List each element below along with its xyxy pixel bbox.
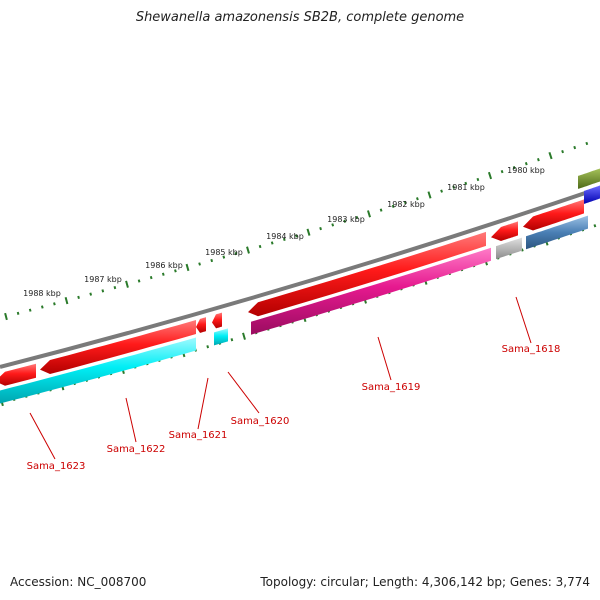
outer-tick [270, 241, 274, 245]
inner-tick [593, 224, 597, 228]
outer-tick [500, 169, 504, 174]
gene-label: Sama_1621 [169, 430, 228, 441]
gene-label: Sama_1618 [502, 344, 561, 355]
outer-tick [464, 181, 468, 186]
gene-forward [491, 221, 518, 241]
outer-tick [185, 263, 190, 272]
outer-tick [476, 177, 480, 182]
outer-tick [355, 215, 359, 220]
outer-tick [548, 152, 553, 160]
outer-tick [416, 197, 419, 201]
inner-tick [520, 248, 524, 252]
kbp-label: 1982 kbp [387, 200, 425, 209]
kbp-label: 1988 kbp [23, 289, 61, 298]
outer-tick [306, 228, 311, 236]
outer-tick [89, 292, 93, 296]
outer-tick [4, 312, 8, 321]
outer-tick [113, 285, 117, 290]
outer-tick [77, 295, 80, 300]
outer-scale-ticks [4, 141, 589, 321]
outer-tick [427, 191, 432, 199]
outer-tick [391, 204, 395, 208]
outer-tick [452, 185, 456, 189]
gene-forward [523, 199, 584, 231]
outer-tick [367, 210, 371, 218]
gene-label: Sama_1623 [27, 461, 86, 472]
outer-tick [198, 262, 201, 266]
outer-tick [149, 275, 153, 280]
gene-features [0, 168, 600, 404]
gene-label-leader [515, 296, 532, 344]
genome-backbone [0, 186, 600, 369]
gene-reverse-steelblue [526, 215, 588, 250]
outer-tick [210, 258, 214, 263]
kbp-label: 1984 kbp [266, 232, 304, 241]
outer-tick [487, 171, 493, 180]
outer-tick [234, 251, 238, 256]
topology-text: Topology: circular; Length: 4,306,142 bp… [260, 575, 590, 589]
kbp-label: 1985 kbp [205, 248, 243, 257]
outer-tick [64, 296, 69, 305]
outer-tick [343, 219, 347, 223]
gene-label-leaders [29, 296, 532, 460]
kbp-label: 1987 kbp [84, 275, 122, 284]
map-title: Shewanella amazonensis SB2B, complete ge… [135, 10, 465, 25]
gene-forward [196, 317, 206, 333]
outer-tick [403, 200, 407, 205]
inner-tick [242, 332, 246, 340]
gene-label: Sama_1622 [107, 444, 166, 455]
outer-tick [246, 246, 250, 254]
kbp-label: 1981 kbp [447, 183, 485, 192]
gene-label: Sama_1619 [362, 382, 421, 393]
gene-forward [248, 231, 486, 317]
gene-pseudo-gray [496, 237, 522, 260]
gene-blue [584, 185, 600, 204]
outer-tick [319, 226, 322, 231]
gene-label: Sama_1620 [231, 416, 290, 427]
gene-label-leader [125, 397, 137, 443]
gene-forward [212, 312, 222, 329]
accession-text: Accession: NC_008700 [10, 575, 147, 589]
outer-tick [585, 141, 589, 146]
gene-reverse-cyan [214, 328, 228, 346]
kbp-label: 1986 kbp [145, 261, 183, 270]
outer-tick [282, 237, 286, 242]
outer-tick [561, 149, 564, 154]
gene-label-leader [377, 336, 392, 381]
outer-tick [331, 223, 335, 227]
outer-tick [295, 234, 298, 238]
inner-tick [206, 345, 210, 349]
outer-tick [258, 244, 262, 249]
outer-tick [16, 311, 20, 315]
outer-tick [161, 272, 165, 276]
gene-reverse-magenta [251, 247, 491, 335]
gene-forward [40, 320, 196, 374]
gene-label-leader [227, 371, 260, 414]
gene-label-leader [29, 412, 56, 460]
outer-tick [379, 208, 383, 212]
outer-tick [28, 308, 32, 312]
outer-tick [125, 280, 129, 288]
outer-tick [174, 269, 177, 273]
gene-label-leader [197, 377, 209, 430]
gene-reverse-cyan [0, 337, 196, 404]
gene-labels: Sama_1618Sama_1619Sama_1620Sama_1621Sama… [27, 344, 561, 472]
outer-tick [440, 189, 443, 193]
outer-tick [537, 158, 540, 162]
outer-tick [222, 255, 226, 259]
outer-tick [524, 162, 528, 166]
outer-tick [573, 145, 577, 150]
gene-olive [578, 168, 600, 189]
outer-tick [53, 302, 56, 306]
gene-forward [0, 363, 36, 386]
inner-tick [230, 338, 234, 342]
outer-tick [512, 166, 516, 170]
outer-tick [40, 305, 44, 309]
kbp-label: 1983 kbp [327, 215, 365, 224]
kbp-scale-labels: 1980 kbp 1981 kbp 1982 kbp 1983 kbp 1984 kbp… [23, 166, 545, 298]
kbp-label: 1980 kbp [507, 166, 545, 175]
outer-tick [137, 279, 141, 283]
outer-tick [101, 289, 105, 293]
